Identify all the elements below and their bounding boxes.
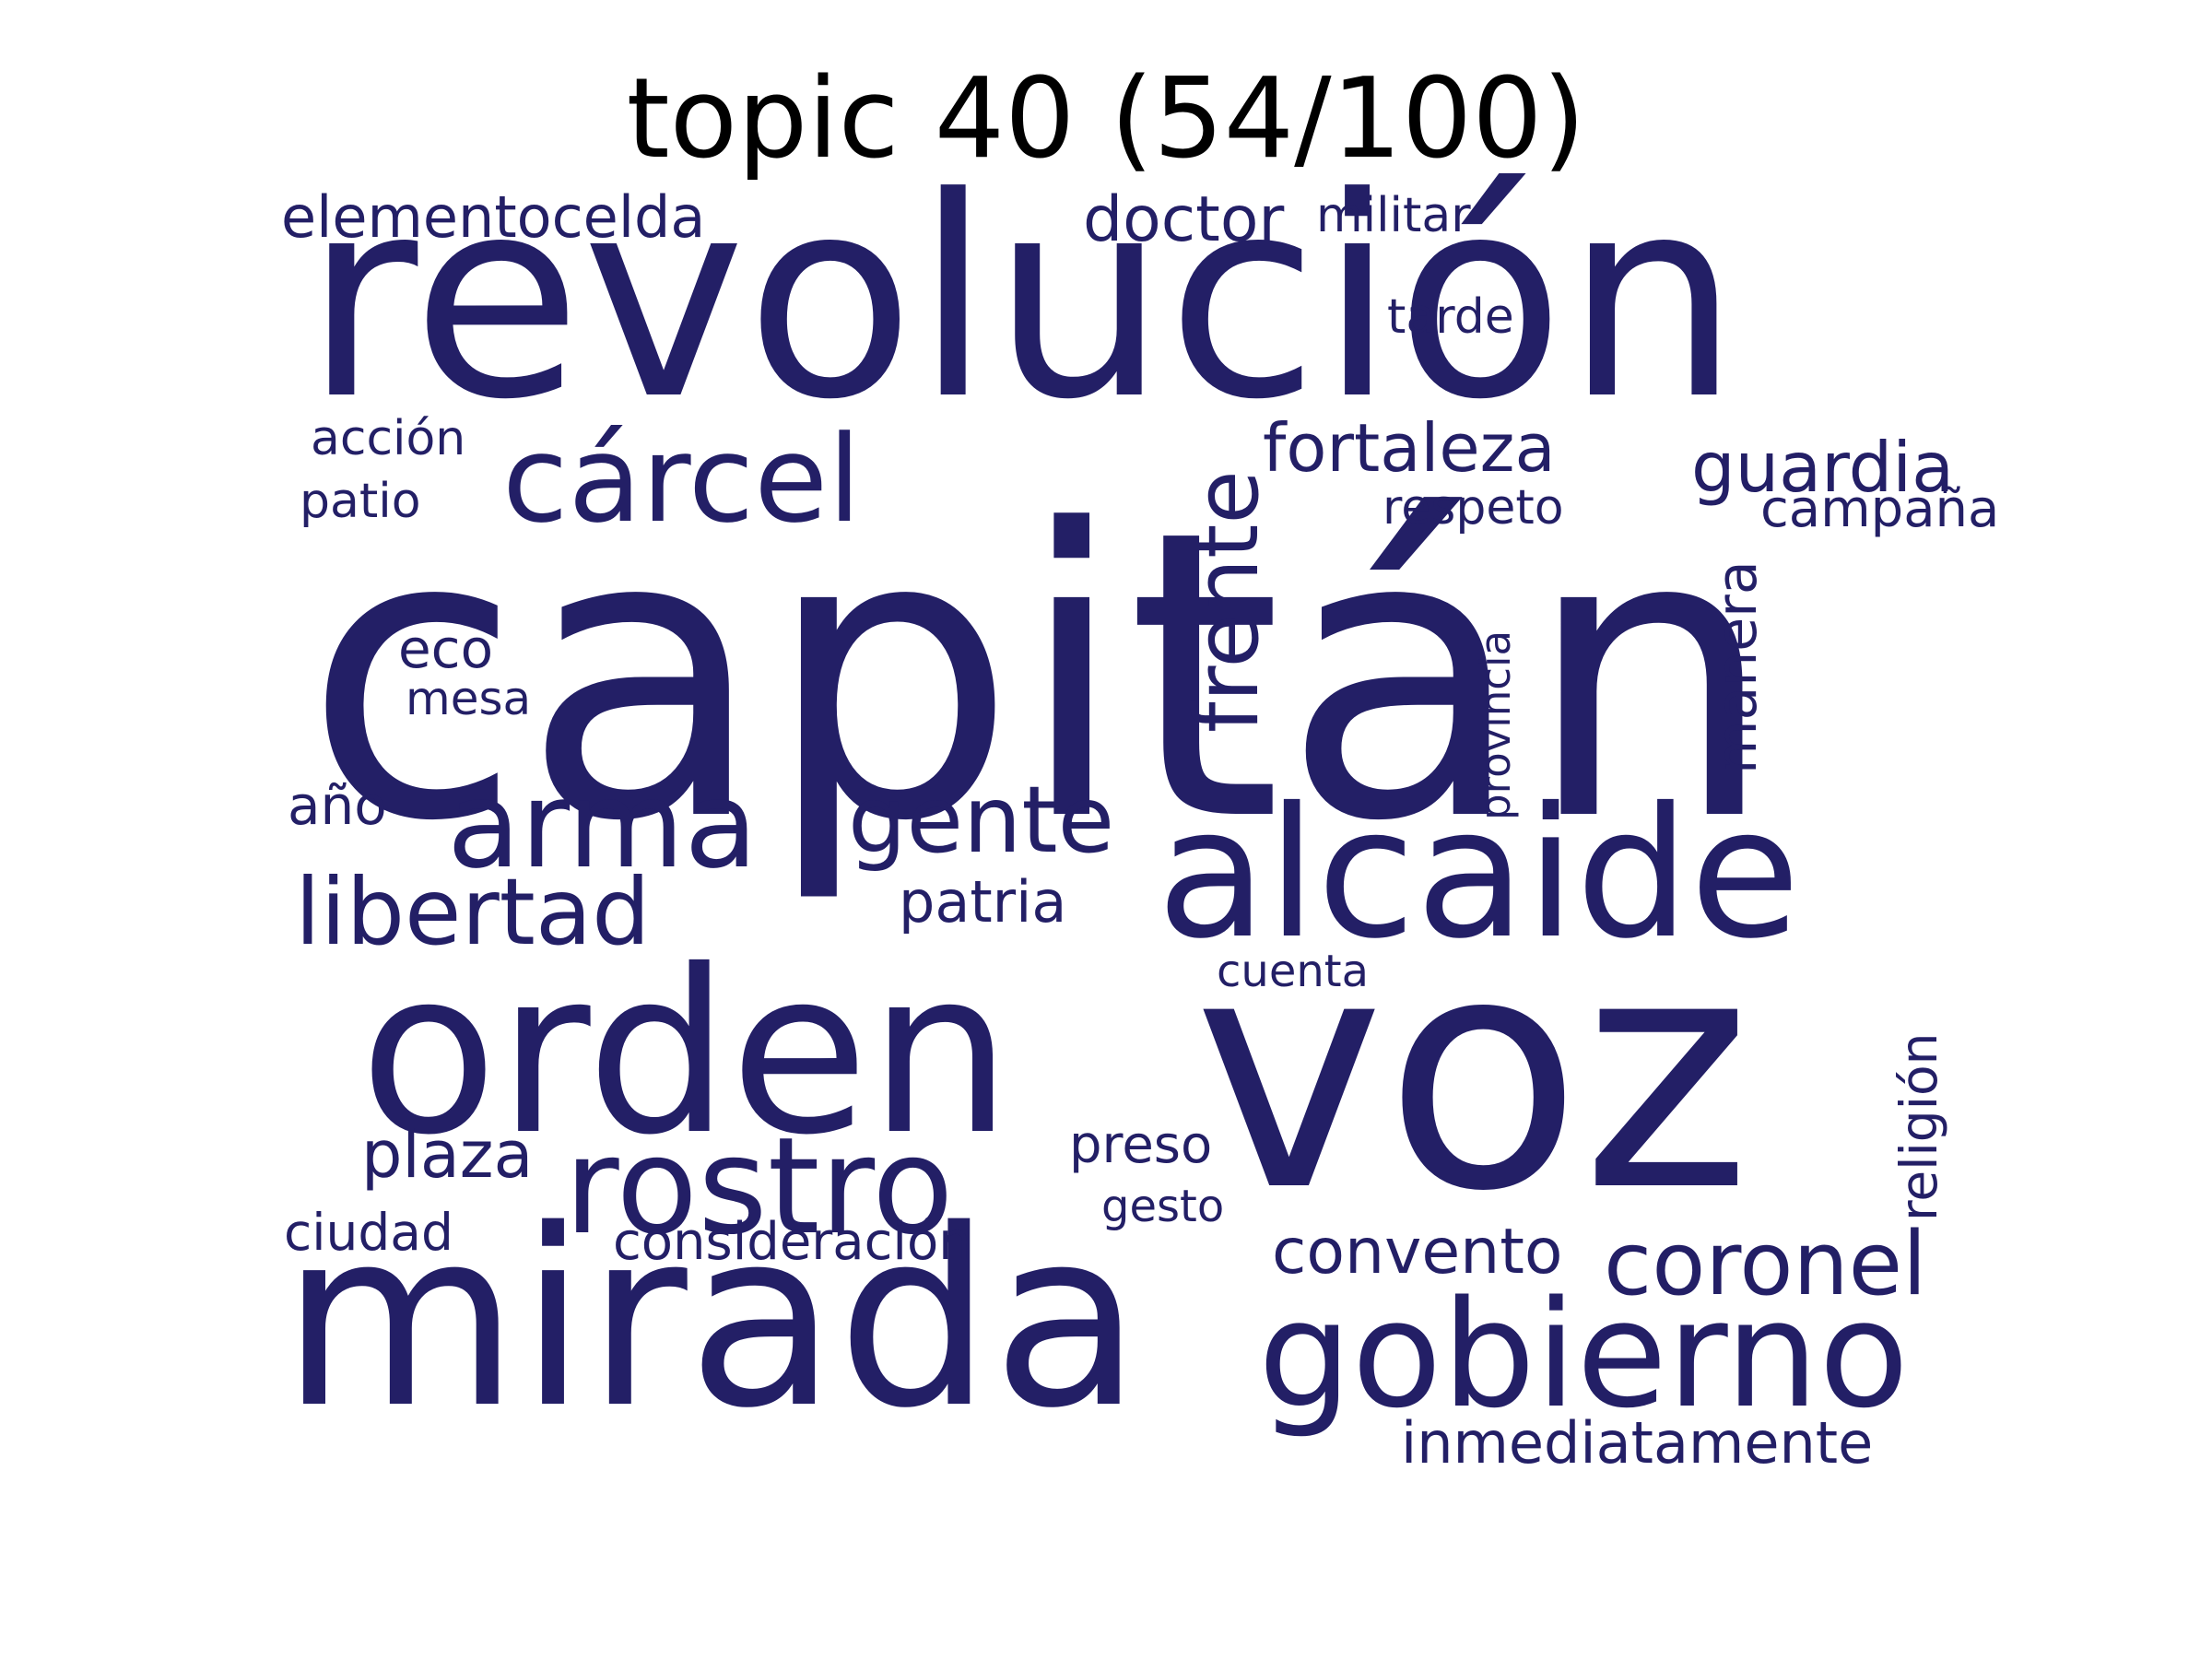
word-mesa: mesa <box>406 672 532 725</box>
word-frente: frente <box>1177 470 1278 733</box>
word-rostro: rostro <box>564 1109 954 1265</box>
word-coronel: coronel <box>1604 1214 1927 1315</box>
word-voz: voz <box>1194 886 1751 1262</box>
word-inmediatamente: inmediatamente <box>1401 1409 1874 1477</box>
word-accion: acción <box>311 411 466 466</box>
word-convento: convento <box>1272 1216 1563 1288</box>
word-militar: militar <box>1316 188 1471 243</box>
word-consideracion: consideración <box>613 1212 971 1272</box>
word-libertad: libertad <box>295 858 651 966</box>
word-plaza: plaza <box>361 1117 534 1193</box>
word-guardia: guardia <box>1691 427 1955 508</box>
word-manera: manera <box>1705 560 1770 774</box>
word-ciudad: ciudad <box>284 1203 453 1262</box>
word-provincia: provincia <box>1471 629 1520 820</box>
word-revolucion: revolución <box>304 138 1740 460</box>
word-patio: patio <box>300 474 421 529</box>
word-preso: preso <box>1069 1115 1213 1175</box>
word-fortaleza: fortaleza <box>1263 409 1556 487</box>
word-mirada: mirada <box>281 1178 1142 1462</box>
word-cuenta: cuenta <box>1217 946 1369 997</box>
word-campana: campaña <box>1760 479 2000 539</box>
word-arma: arma <box>447 755 759 895</box>
word-alcaide: alcaide <box>1157 769 1801 978</box>
word-orden: orden <box>359 922 1012 1184</box>
word-religion: religión <box>1889 1032 1948 1221</box>
word-gesto: gesto <box>1101 1181 1225 1232</box>
word-doctor: doctor <box>1083 183 1285 256</box>
word-gobierno: gobierno <box>1258 1268 1910 1441</box>
word-patria: patria <box>899 868 1067 935</box>
word-carcel: cárcel <box>502 409 862 549</box>
word-capitan: capitán <box>304 447 1776 908</box>
word-tarde: tarde <box>1387 289 1514 345</box>
chart-title: topic 40 (54/100) <box>626 55 1586 183</box>
word-eco: eco <box>398 618 494 680</box>
word-ano: año <box>288 774 387 837</box>
word-elementocelda: elementocelda <box>281 183 706 251</box>
word-gente: gente <box>848 766 1115 874</box>
word-respeto: respeto <box>1382 480 1564 535</box>
